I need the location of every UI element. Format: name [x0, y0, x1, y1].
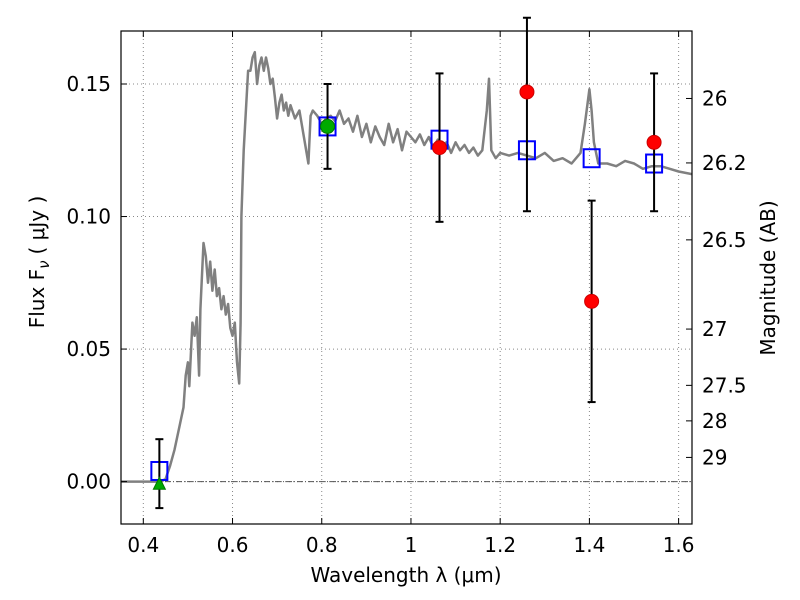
y2-tick-label: 26: [702, 86, 727, 110]
observed-flux-point: [646, 134, 662, 150]
y2-tick-label: 28: [702, 409, 727, 433]
y-tick-label: 0.05: [66, 337, 111, 361]
x-tick-label: 0.4: [127, 533, 159, 557]
green-flux-point: [320, 118, 336, 134]
x-tick-label: 0.6: [217, 533, 249, 557]
y-axis-title-unit: ( μJy ): [25, 196, 49, 255]
y-axis-title-sub: ν: [35, 260, 53, 268]
x-tick-label: 0.8: [306, 533, 338, 557]
plot-frame: [120, 30, 693, 525]
model-spectrum-line: [121, 50, 692, 483]
observed-flux-point: [432, 140, 448, 156]
y2-tick-label: 26.2: [702, 151, 747, 175]
model-photometry-square: [582, 148, 601, 169]
data-layer: [121, 50, 692, 483]
y2-axis-title: Magnitude (AB): [756, 200, 780, 355]
y-tick-label: 0.10: [66, 205, 111, 229]
y-tick-label: 0.15: [66, 72, 111, 96]
y2-tick-label: 29: [702, 445, 727, 469]
y-tick-label: 0.00: [66, 470, 111, 494]
x-tick-label: 1.6: [663, 533, 695, 557]
observed-flux-point: [584, 293, 600, 309]
x-tick-label: 1: [405, 533, 418, 557]
marker-layer: [150, 16, 664, 510]
y-axis-title-main: Flux F: [25, 269, 49, 328]
svg-text:Flux Fν( μJy ): Flux Fν ( μJy ): [25, 196, 53, 329]
x-tick-label: 1.2: [484, 533, 516, 557]
y2-tick-label: 26.5: [702, 228, 747, 252]
ticks: 0.4 0.6 0.8 1 1.2 1.4 1.6 0.00 0.05 0.10 0.15 26 26.…: [66, 31, 747, 557]
x-tick-label: 1.4: [573, 533, 605, 557]
x-axis-title: Wavelength λ (μm): [310, 563, 501, 587]
y2-tick-label: 27.5: [702, 373, 747, 397]
observed-flux-point: [519, 84, 535, 100]
y2-tick-label: 27: [702, 317, 727, 341]
green-upper-limit-triangle: [152, 476, 167, 490]
y-axis-title: Flux Fν ( μJy ): [25, 196, 53, 329]
